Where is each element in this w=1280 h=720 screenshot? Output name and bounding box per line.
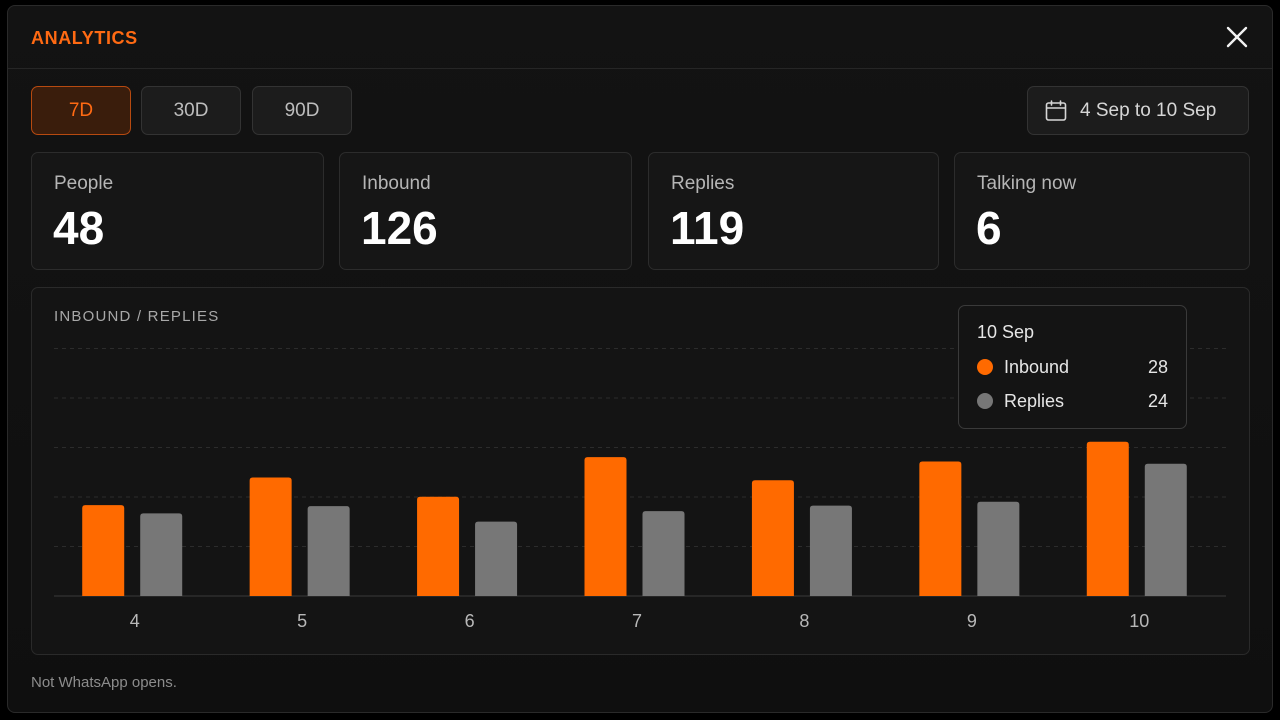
bar-chart: 4 5 6 7 8 9 10	[54, 348, 1226, 631]
x-tick-label: 8	[799, 611, 809, 631]
bar-inbound-4[interactable]	[82, 505, 125, 596]
x-tick-label: 6	[465, 611, 475, 631]
stat-label: People	[54, 173, 114, 194]
bar-replies-6[interactable]	[475, 521, 518, 596]
bar-replies-7[interactable]	[642, 511, 685, 596]
stat-label: Talking now	[977, 173, 1077, 194]
range-30d-button[interactable]: 30D	[141, 86, 241, 135]
replies-legend-dot	[977, 393, 993, 409]
x-tick-label: 9	[967, 611, 977, 631]
bar-inbound-6[interactable]	[417, 496, 460, 596]
bar-replies-10[interactable]	[1144, 463, 1187, 596]
stat-label: Replies	[671, 173, 735, 194]
tooltip-series-name: Replies	[1004, 390, 1065, 411]
x-tick-label: 10	[1129, 611, 1149, 631]
inbound-legend-dot	[977, 359, 993, 375]
tooltip-series-name: Inbound	[1004, 356, 1070, 377]
stat-value: 119	[670, 202, 745, 254]
modal-header: ANALYTICS	[8, 6, 1272, 69]
date-range-button[interactable]: 4 Sep to 10 Sep	[1027, 86, 1249, 135]
stat-value: 48	[53, 202, 105, 254]
stat-value: 6	[976, 202, 1002, 254]
bar-replies-4[interactable]	[140, 513, 183, 596]
analytics-modal: ANALYTICS 7D 30D 90D 4 Sep to 10 Sep Peo…	[7, 5, 1273, 713]
stat-value: 126	[361, 202, 438, 254]
stat-card-people: People 48	[31, 152, 324, 270]
bar-replies-9[interactable]	[977, 501, 1020, 596]
calendar-icon	[1045, 99, 1067, 121]
bar-replies-5[interactable]	[307, 506, 350, 596]
tooltip-series-value: 24	[1147, 390, 1168, 411]
bar-inbound-5[interactable]	[249, 477, 292, 596]
bar-inbound-7[interactable]	[584, 457, 627, 596]
footnote: Not WhatsApp opens.	[31, 674, 177, 691]
stat-card-inbound: Inbound 126	[339, 152, 632, 270]
x-tick-label: 5	[297, 611, 307, 631]
stat-label: Inbound	[362, 173, 431, 194]
chart-panel: INBOUND / REPLIES 4 5 6 7 8 9 10 10 Sep Inboun…	[31, 287, 1250, 655]
bar-replies-8[interactable]	[809, 505, 852, 596]
date-range-label: 4 Sep to 10 Sep	[1080, 99, 1217, 121]
tooltip-row-replies: Replies 24	[977, 390, 1168, 412]
stat-card-talking-now: Talking now 6	[954, 152, 1250, 270]
bar-inbound-9[interactable]	[919, 461, 962, 596]
close-icon[interactable]	[1220, 20, 1254, 54]
x-tick-label: 4	[130, 611, 140, 631]
bar-inbound-8[interactable]	[751, 480, 794, 596]
tooltip-row-inbound: Inbound 28	[977, 356, 1168, 378]
chart-title: INBOUND / REPLIES	[54, 308, 220, 325]
chart-tooltip: 10 Sep Inbound 28 Replies 24	[958, 305, 1187, 429]
tooltip-series-value: 28	[1147, 356, 1168, 377]
range-7d-button[interactable]: 7D	[31, 86, 131, 135]
bar-inbound-10[interactable]	[1086, 441, 1129, 596]
modal-title: ANALYTICS	[31, 28, 138, 48]
range-90d-button[interactable]: 90D	[252, 86, 352, 135]
x-tick-label: 7	[632, 611, 642, 631]
tooltip-date: 10 Sep	[977, 322, 1035, 342]
stat-card-replies: Replies 119	[648, 152, 939, 270]
